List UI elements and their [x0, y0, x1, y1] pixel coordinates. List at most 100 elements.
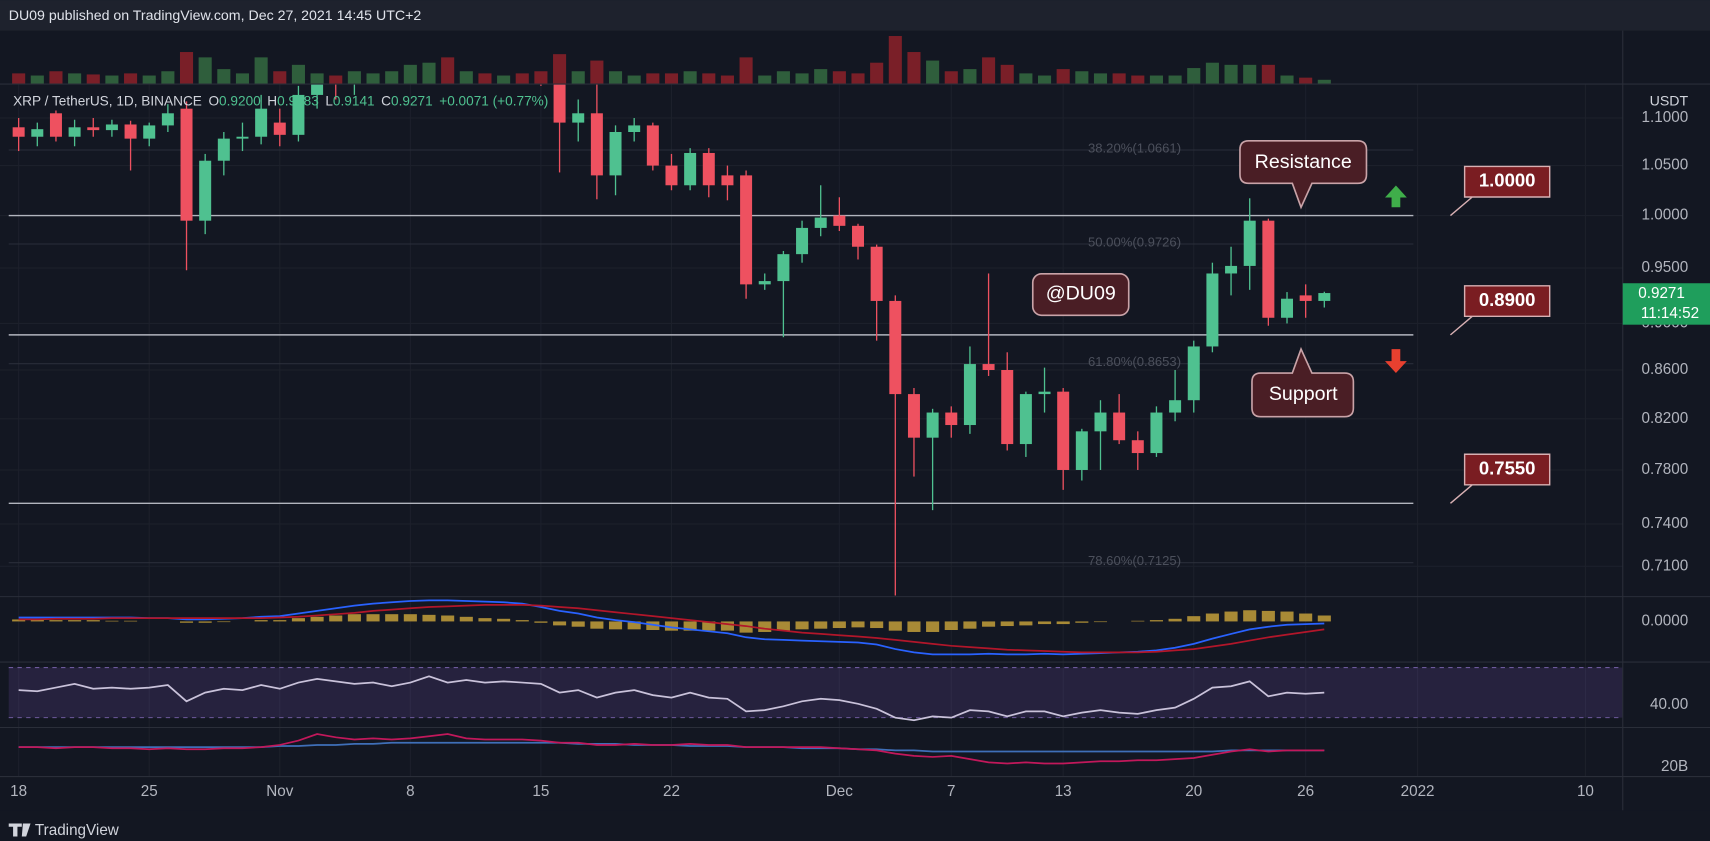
macd-histogram-bar — [683, 621, 697, 631]
y-tick-label: 0.0000 — [1642, 612, 1689, 629]
candle-body — [870, 246, 883, 301]
support-callout: Support — [1251, 346, 1355, 418]
legend-key: L — [325, 93, 333, 108]
candle-body — [105, 124, 118, 131]
volume-bar — [142, 75, 156, 85]
levels: 1.0000 0.8900 0.7550 — [8, 165, 1551, 505]
x-tick-label: 2022 — [1401, 783, 1435, 800]
callout-box — [1239, 139, 1368, 210]
fib-label: 78.60%(0.7125) — [1088, 553, 1181, 568]
volume-bar — [870, 62, 884, 85]
level-tag-text: 0.8900 — [1479, 289, 1536, 310]
volume-bar — [1019, 73, 1033, 85]
y-tick-label: 1.0500 — [1642, 157, 1689, 174]
candle-body — [311, 84, 324, 95]
footer-brand: TradingView — [35, 822, 120, 839]
candle-body — [255, 108, 268, 137]
volume-pane — [12, 36, 1331, 85]
macd-histogram-bar — [534, 621, 548, 623]
volume-bar — [907, 52, 921, 85]
support-text: Support — [1269, 383, 1338, 405]
macd-histogram-bar — [627, 621, 641, 630]
macd-histogram-bar — [832, 621, 846, 629]
legend-key: H — [267, 93, 277, 108]
macd-histogram-bar — [291, 618, 305, 622]
macd-histogram-bar — [1187, 616, 1201, 622]
y-tick-label: 0.7400 — [1642, 515, 1689, 532]
macd-histogram-bar — [1131, 620, 1145, 622]
candle-body — [1038, 391, 1051, 395]
macd-histogram-bar — [982, 621, 996, 627]
volume-bar — [553, 54, 567, 85]
volume-bar — [702, 73, 716, 85]
volume-bar — [254, 57, 268, 85]
fib-label: 50.00%(0.9726) — [1088, 234, 1181, 249]
level-tag-text: 1.0000 — [1479, 170, 1536, 191]
price-axis: 1.10001.05001.00000.95000.90000.86000.82… — [1622, 109, 1710, 775]
candle-body — [1299, 295, 1312, 301]
macd-histogram-bar — [739, 621, 753, 633]
macd-histogram-bar — [1000, 621, 1014, 627]
macd-histogram-bar — [403, 614, 417, 622]
macd-histogram-bar — [1075, 621, 1089, 623]
macd-histogram-bar — [1019, 621, 1033, 626]
macd-histogram-bar — [702, 621, 716, 631]
macd-histogram-bar — [1224, 611, 1238, 622]
candle-body — [945, 412, 958, 426]
macd-histogram-bar — [776, 621, 790, 631]
volume-bar — [627, 75, 641, 85]
volume-bar — [982, 57, 996, 85]
y-tick-label: 20B — [1661, 758, 1688, 775]
macd-histogram-bar — [795, 621, 809, 630]
volume-bar — [963, 69, 977, 85]
footer-bar — [0, 810, 1710, 841]
legend-change: +0.0071 (+0.77%) — [439, 93, 548, 108]
y-tick-label: 1.0000 — [1642, 207, 1689, 224]
y-tick-label: 40.00 — [1650, 696, 1688, 713]
candle-body — [31, 129, 44, 137]
candle-body — [814, 217, 827, 228]
volume-bar — [720, 75, 734, 85]
macd-histogram-bar — [254, 620, 268, 622]
macd-histogram-bar — [385, 614, 399, 622]
x-tick-label: Nov — [266, 783, 293, 800]
candle-body — [12, 127, 25, 137]
macd-histogram-bar — [30, 619, 44, 622]
signal-line — [18, 604, 1325, 654]
volume-bar — [1205, 62, 1219, 85]
volume-bar — [795, 73, 809, 85]
watermark-callout: @DU09 — [1031, 273, 1130, 317]
macd-histogram-bar — [198, 621, 212, 623]
volume-bar — [851, 73, 865, 85]
macd-histogram-bar — [179, 621, 194, 623]
volume-bar — [832, 71, 846, 85]
candle-body — [721, 175, 734, 186]
macd-histogram-bar — [273, 620, 287, 622]
y-tick-label: 1.1000 — [1642, 109, 1689, 126]
volume-bar — [49, 71, 63, 85]
x-tick-label: 15 — [532, 783, 549, 800]
candle-body — [68, 127, 81, 137]
legend-symbol: XRP / TetherUS, 1D, BINANCE — [13, 93, 202, 108]
candle-body — [1262, 220, 1275, 318]
x-tick-label: 22 — [663, 783, 680, 800]
y-tick-label: 0.7800 — [1642, 461, 1689, 478]
macd-histogram-bar — [347, 614, 361, 622]
volume-bar — [664, 73, 679, 85]
candle-body — [1094, 412, 1107, 432]
volume-bar — [1243, 64, 1257, 85]
pane-borders — [0, 30, 1710, 811]
macd-histogram-bar — [329, 615, 343, 622]
candle-body — [777, 254, 790, 282]
macd-histogram-bar — [1243, 610, 1257, 622]
macd-histogram-bar — [217, 621, 231, 623]
y-tick-label: 0.8600 — [1642, 361, 1689, 378]
volume-bar — [1075, 71, 1089, 85]
macd-histogram-bar — [963, 621, 977, 629]
volume-bar — [441, 57, 455, 85]
candle-body — [889, 300, 902, 395]
volume-bar — [347, 71, 361, 85]
header-text: DU09 published on TradingView.com, Dec 2… — [9, 8, 422, 24]
candle-body — [907, 394, 920, 438]
volume-bar — [1224, 64, 1238, 85]
